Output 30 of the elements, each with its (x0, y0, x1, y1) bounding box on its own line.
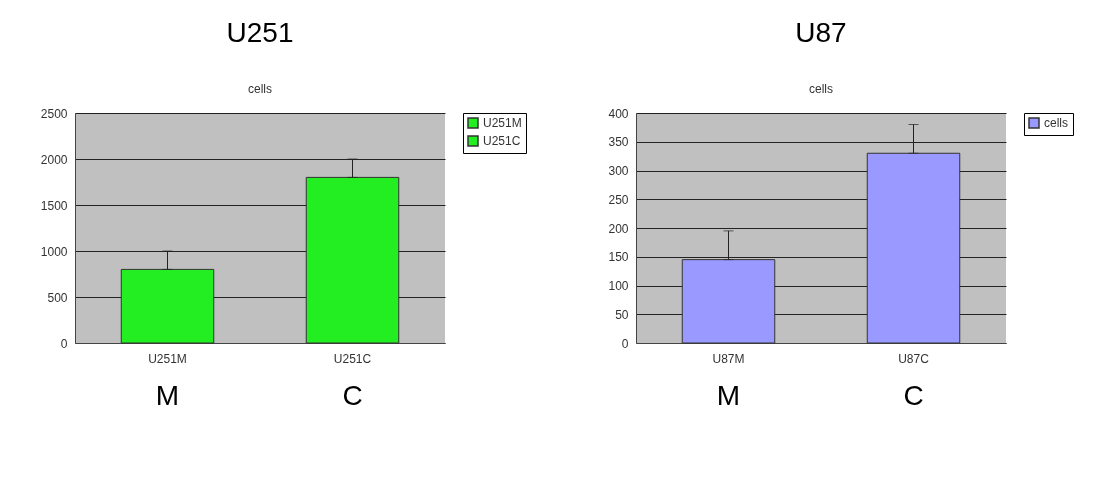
legend-label: U251C (483, 134, 521, 148)
y-tick-label: 250 (608, 192, 629, 207)
y-tick-label: 2500 (40, 106, 68, 121)
y-tick-label: 200 (608, 221, 629, 236)
y-tick-label: 0 (621, 336, 629, 351)
text: M (155, 380, 180, 411)
text: C (342, 380, 363, 411)
y-tick-label: 100 (608, 279, 629, 293)
chart-subtitle: cells (247, 82, 273, 96)
text: C (903, 380, 924, 411)
y-tick-label: 400 (608, 106, 629, 121)
y-tick-label: 1500 (40, 198, 68, 213)
x-tick-label: U251M (148, 351, 187, 366)
y-tick-label: 0 (60, 336, 68, 351)
x-tick-label: U87C (898, 351, 930, 366)
y-tick-label: 500 (47, 290, 68, 305)
legend-label: cells (1044, 116, 1069, 130)
chart-title: U87 (795, 17, 847, 48)
y-tick-label: 150 (608, 250, 629, 265)
y-tick-label: 2000 (40, 152, 68, 167)
y-tick-label: 300 (608, 164, 629, 178)
x-tick-label: U251C (333, 351, 372, 366)
text: M (716, 380, 741, 411)
chart-subtitle: cells (808, 82, 834, 96)
y-tick-label: 50 (615, 307, 629, 322)
x-tick-label: U87M (712, 351, 745, 366)
y-tick-label: 350 (608, 135, 629, 150)
chart-title: U251 (226, 17, 294, 48)
legend-label: U251M (483, 116, 522, 130)
y-tick-label: 1000 (40, 244, 68, 259)
